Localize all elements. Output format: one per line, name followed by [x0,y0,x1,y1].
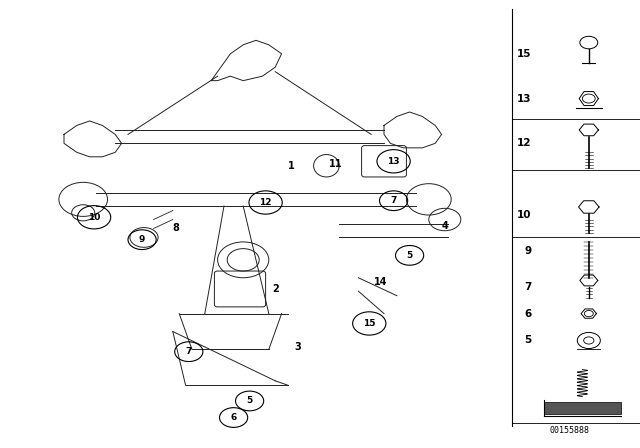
Text: 13: 13 [387,157,400,166]
Text: 10: 10 [516,210,531,220]
FancyBboxPatch shape [544,402,621,414]
Text: 3: 3 [294,342,301,352]
Text: 7: 7 [390,196,397,205]
Text: 8: 8 [173,224,179,233]
Text: 12: 12 [516,138,531,148]
Text: 5: 5 [246,396,253,405]
Text: 1: 1 [288,161,294,171]
Text: 13: 13 [516,94,531,103]
Text: 00155888: 00155888 [550,426,589,435]
Text: 9: 9 [524,246,531,256]
Text: 6: 6 [230,413,237,422]
Text: 15: 15 [363,319,376,328]
Text: 15: 15 [516,49,531,59]
Text: 5: 5 [406,251,413,260]
Text: 7: 7 [186,347,192,356]
Text: 2: 2 [272,284,278,294]
Text: 12: 12 [259,198,272,207]
Text: 6: 6 [524,309,531,319]
Text: 4: 4 [442,221,448,231]
Text: 14: 14 [374,277,388,287]
Text: 9: 9 [139,235,145,244]
Text: 7: 7 [524,282,531,292]
Text: 10: 10 [88,213,100,222]
Text: 11: 11 [329,159,343,168]
Text: 5: 5 [524,336,531,345]
